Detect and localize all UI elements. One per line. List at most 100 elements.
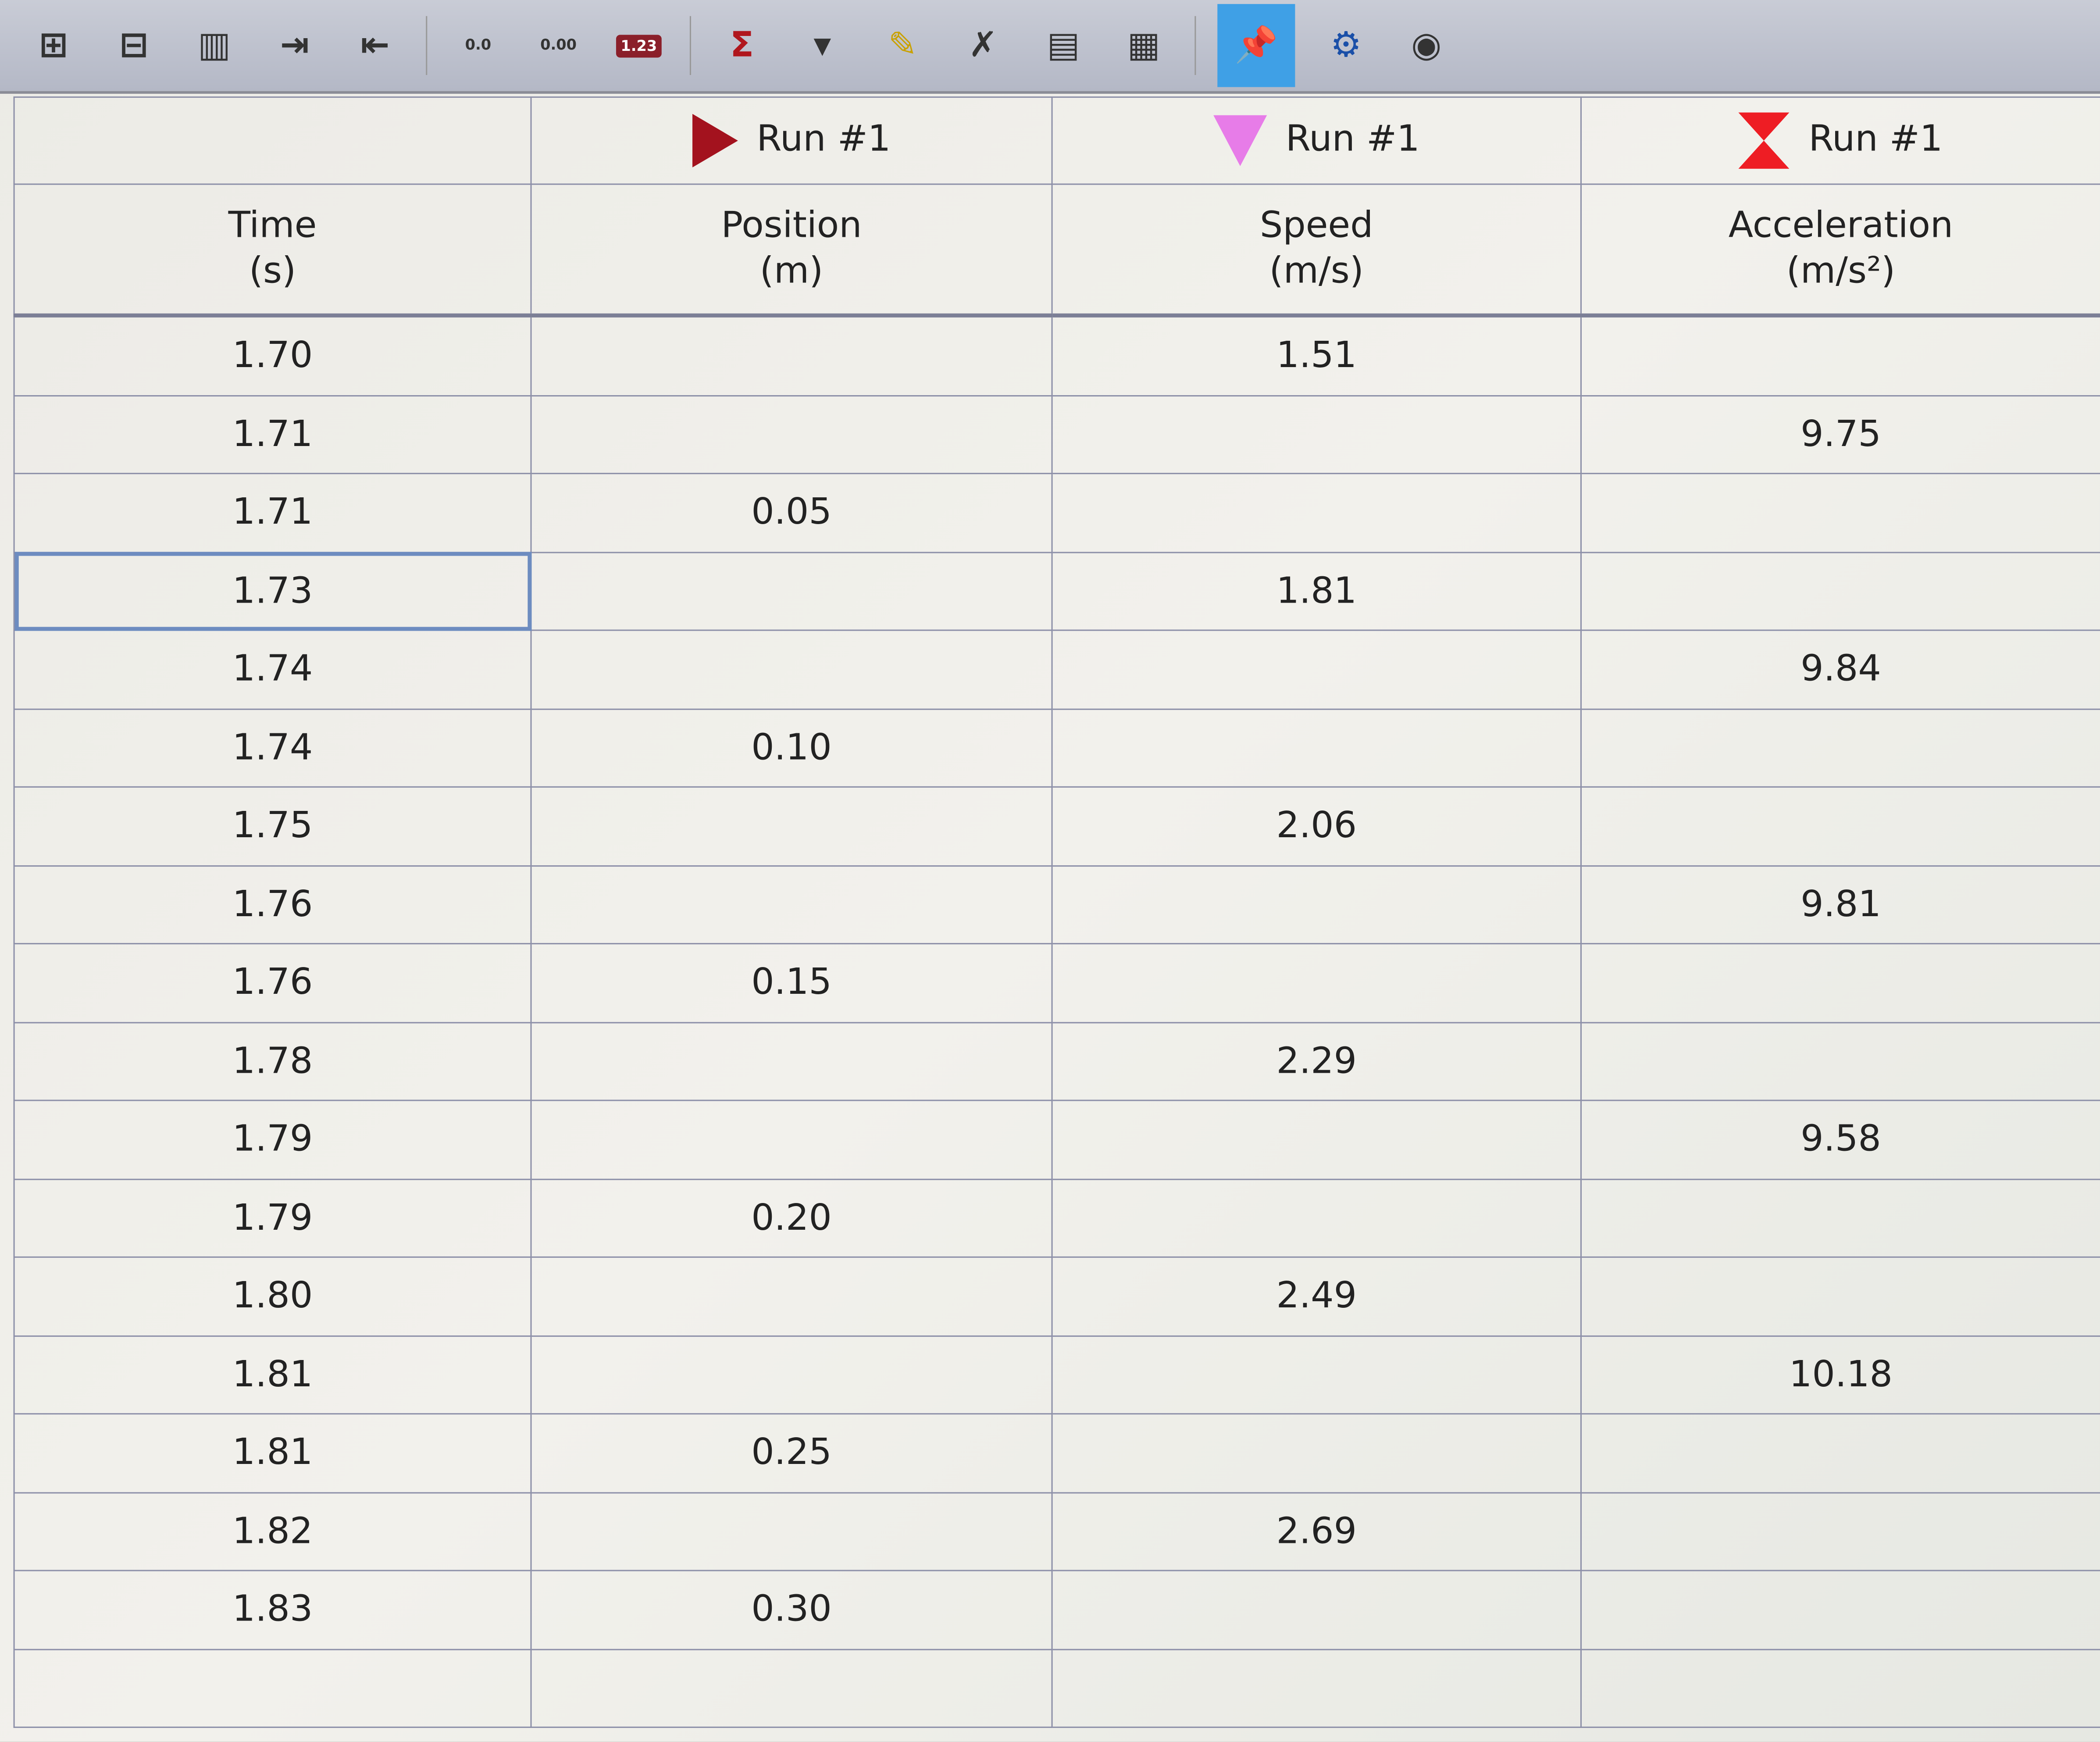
cell-speed[interactable]: 2.29 (1051, 1021, 1582, 1101)
cell-time[interactable]: 1.82 (13, 1491, 532, 1571)
cell-time[interactable]: 1.79 (13, 1178, 532, 1258)
cell-position[interactable]: 0.05 (530, 473, 1053, 553)
cell-acceleration[interactable]: 9.75 (1580, 394, 2100, 475)
gear-button[interactable]: ⚙ (1316, 16, 1375, 75)
cell-acceleration[interactable] (1580, 1491, 2100, 1571)
cell-acceleration[interactable] (1580, 786, 2100, 866)
run-header-time[interactable] (13, 96, 532, 185)
cell-position[interactable] (530, 1256, 1053, 1336)
dropdown-arrow-button[interactable]: ▾ (793, 16, 852, 75)
cell-time[interactable]: 1.81 (13, 1335, 532, 1415)
cell-time[interactable]: 1.76 (13, 943, 532, 1023)
cell-position[interactable] (530, 629, 1053, 710)
cell-speed[interactable] (1051, 1648, 1582, 1728)
cell-position[interactable]: 0.25 (530, 1413, 1053, 1493)
run-header-position[interactable]: Run #1 (530, 96, 1053, 185)
cell-acceleration[interactable]: 9.81 (1580, 864, 2100, 945)
pin-button[interactable]: 📌 (1217, 4, 1295, 87)
sigma-statistics-button[interactable]: Σ (713, 16, 771, 75)
insert-column-right-button[interactable]: ⇥ (265, 16, 324, 75)
cell-acceleration[interactable]: 10.18 (1580, 1335, 2100, 1415)
cell-acceleration[interactable] (1580, 943, 2100, 1023)
cell-time[interactable]: 1.83 (13, 1570, 532, 1650)
cell-time[interactable]: 1.80 (13, 1256, 532, 1336)
cell-acceleration[interactable]: 9.84 (1580, 629, 2100, 710)
cell-acceleration[interactable] (1580, 473, 2100, 553)
insert-column-left-button[interactable]: ⇤ (346, 16, 404, 75)
cell-time[interactable]: 1.71 (13, 394, 532, 475)
decrease-precision-button[interactable]: 0.00 (529, 16, 588, 75)
cell-time[interactable]: 1.71 (13, 473, 532, 553)
cell-position[interactable] (530, 1335, 1053, 1415)
cell-time[interactable]: 1.74 (13, 708, 532, 788)
column-header-position[interactable]: Position (m) (530, 183, 1053, 318)
cell-time[interactable]: 1.78 (13, 1021, 532, 1101)
cell-speed[interactable] (1051, 708, 1582, 788)
cell-acceleration[interactable] (1580, 551, 2100, 631)
run-header-acceleration[interactable]: Run #1 (1580, 96, 2100, 185)
column-properties-button[interactable]: ▤ (1034, 16, 1093, 75)
cell-position[interactable] (530, 1021, 1053, 1101)
cell-speed[interactable] (1051, 1335, 1582, 1415)
cell-speed[interactable] (1051, 1099, 1582, 1180)
cell-acceleration[interactable] (1580, 1648, 2100, 1728)
cell-acceleration[interactable] (1580, 1570, 2100, 1650)
edit-data-button[interactable]: ✎ (873, 16, 932, 75)
column-header-speed[interactable]: Speed (m/s) (1051, 183, 1582, 318)
cell-position[interactable] (530, 314, 1053, 396)
cell-speed[interactable] (1051, 394, 1582, 475)
column-header-time[interactable]: Time (s) (13, 183, 532, 318)
cell-position[interactable]: 0.30 (530, 1570, 1053, 1650)
cell-speed[interactable] (1051, 473, 1582, 553)
cell-time[interactable]: 1.73 (13, 551, 532, 631)
cell-time[interactable]: 1.74 (13, 629, 532, 710)
cell-time[interactable]: 1.81 (13, 1413, 532, 1493)
cell-position[interactable] (530, 551, 1053, 631)
cell-time[interactable]: 1.70 (13, 314, 532, 396)
cell-speed[interactable]: 2.69 (1051, 1491, 1582, 1571)
cell-time[interactable]: 1.79 (13, 1099, 532, 1180)
increase-precision-button[interactable]: 0.0 (449, 16, 507, 75)
cell-time[interactable]: 1.76 (13, 864, 532, 945)
cell-position[interactable] (530, 394, 1053, 475)
cell-time[interactable] (13, 1648, 532, 1728)
cell-speed[interactable] (1051, 1570, 1582, 1650)
cell-acceleration[interactable] (1580, 1178, 2100, 1258)
cell-position[interactable] (530, 1491, 1053, 1571)
insert-row-button[interactable]: ⊟ (104, 16, 163, 75)
cell-speed[interactable]: 2.49 (1051, 1256, 1582, 1336)
cell-speed[interactable] (1051, 864, 1582, 945)
column-header-acceleration[interactable]: Acceleration (m/s²) (1580, 183, 2100, 318)
cell-position[interactable]: 0.20 (530, 1178, 1053, 1258)
clear-data-button[interactable]: ✗ (954, 16, 1013, 75)
delete-column-button[interactable]: ▦ (1114, 16, 1173, 75)
cell-acceleration[interactable] (1580, 1256, 2100, 1336)
edit-data-icon: ✎ (888, 25, 917, 66)
cell-speed[interactable]: 1.81 (1051, 551, 1582, 631)
cell-acceleration[interactable]: 9.58 (1580, 1099, 2100, 1180)
cell-position[interactable] (530, 786, 1053, 866)
cell-speed[interactable] (1051, 1178, 1582, 1258)
cell-position[interactable] (530, 1099, 1053, 1180)
cell-acceleration[interactable] (1580, 1413, 2100, 1493)
run-header-speed[interactable]: Run #1 (1051, 96, 1582, 185)
cell-speed[interactable] (1051, 629, 1582, 710)
number-format-button[interactable]: 1.23 (610, 16, 668, 75)
cell-position[interactable] (530, 1648, 1053, 1728)
cell-speed[interactable]: 1.51 (1051, 314, 1582, 396)
cell-position[interactable]: 0.15 (530, 943, 1053, 1023)
cell-acceleration[interactable] (1580, 314, 2100, 396)
cell-acceleration[interactable] (1580, 708, 2100, 788)
cell-time[interactable]: 1.75 (13, 786, 532, 866)
toolbar-separator (1194, 16, 1196, 75)
cell-acceleration[interactable] (1580, 1021, 2100, 1101)
cell-speed[interactable] (1051, 943, 1582, 1023)
run-label: Run #1 (1285, 118, 1420, 160)
cell-speed[interactable] (1051, 1413, 1582, 1493)
eye-button[interactable]: ◉ (1397, 16, 1456, 75)
add-row-button[interactable]: ⊞ (24, 16, 83, 75)
add-column-button[interactable]: ▥ (185, 16, 243, 75)
cell-position[interactable]: 0.10 (530, 708, 1053, 788)
cell-position[interactable] (530, 864, 1053, 945)
cell-speed[interactable]: 2.06 (1051, 786, 1582, 866)
